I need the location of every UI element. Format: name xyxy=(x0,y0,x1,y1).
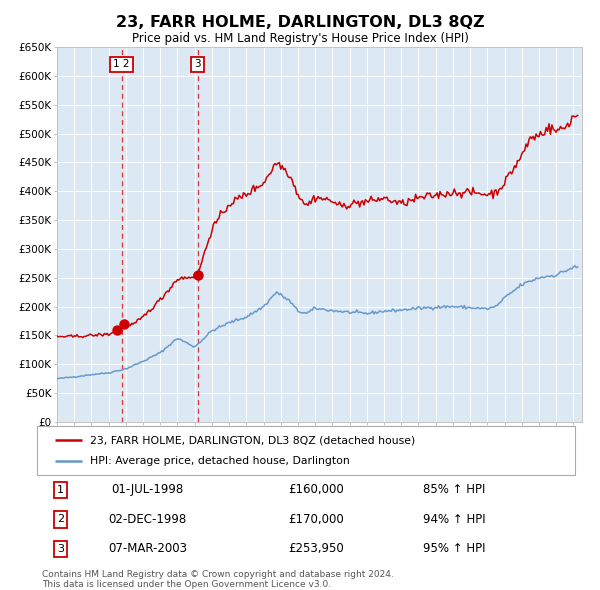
Text: 95% ↑ HPI: 95% ↑ HPI xyxy=(422,542,485,556)
Text: 07-MAR-2003: 07-MAR-2003 xyxy=(108,542,187,556)
Text: 3: 3 xyxy=(57,544,64,554)
FancyBboxPatch shape xyxy=(37,426,575,476)
Text: 3: 3 xyxy=(194,60,201,70)
Text: £160,000: £160,000 xyxy=(289,483,344,497)
Text: Price paid vs. HM Land Registry's House Price Index (HPI): Price paid vs. HM Land Registry's House … xyxy=(131,32,469,45)
Text: £253,950: £253,950 xyxy=(289,542,344,556)
Text: 02-DEC-1998: 02-DEC-1998 xyxy=(109,513,187,526)
Text: 23, FARR HOLME, DARLINGTON, DL3 8QZ: 23, FARR HOLME, DARLINGTON, DL3 8QZ xyxy=(116,15,484,30)
Text: 85% ↑ HPI: 85% ↑ HPI xyxy=(422,483,485,497)
Text: 1 2: 1 2 xyxy=(113,60,130,70)
Text: 23, FARR HOLME, DARLINGTON, DL3 8QZ (detached house): 23, FARR HOLME, DARLINGTON, DL3 8QZ (det… xyxy=(89,435,415,445)
Text: 1: 1 xyxy=(57,485,64,495)
Text: HPI: Average price, detached house, Darlington: HPI: Average price, detached house, Darl… xyxy=(89,457,349,467)
Text: 01-JUL-1998: 01-JUL-1998 xyxy=(112,483,184,497)
Text: Contains HM Land Registry data © Crown copyright and database right 2024.: Contains HM Land Registry data © Crown c… xyxy=(42,570,394,579)
Text: 94% ↑ HPI: 94% ↑ HPI xyxy=(422,513,485,526)
Text: This data is licensed under the Open Government Licence v3.0.: This data is licensed under the Open Gov… xyxy=(42,579,331,589)
Text: 2: 2 xyxy=(57,514,64,525)
Text: £170,000: £170,000 xyxy=(289,513,344,526)
